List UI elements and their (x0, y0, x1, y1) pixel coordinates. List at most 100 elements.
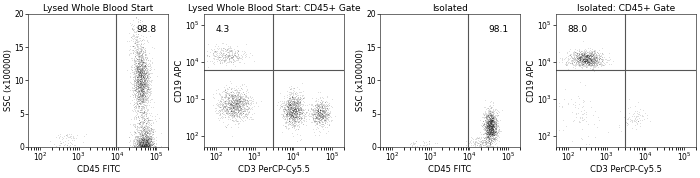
Point (477, 123, 489, 126)
Point (291, 106, 302, 109)
Point (239, 103, 250, 106)
Point (237, 106, 248, 108)
Point (140, 81, 151, 84)
Point (588, 59, 599, 61)
Point (131, 46, 142, 49)
Point (292, 117, 303, 120)
Point (130, 58, 141, 61)
Point (221, 87, 232, 90)
Point (279, 102, 290, 105)
Point (483, 133, 494, 136)
Point (132, 66, 144, 69)
Point (136, 73, 147, 76)
Point (132, 140, 143, 143)
Point (237, 101, 248, 104)
Point (139, 65, 150, 67)
Point (587, 64, 598, 67)
Point (134, 141, 145, 143)
Point (317, 96, 328, 99)
Point (480, 119, 491, 122)
Point (139, 135, 150, 137)
Point (588, 60, 599, 62)
Point (129, 131, 140, 134)
Point (470, 140, 482, 143)
Point (141, 138, 153, 141)
Point (139, 133, 150, 135)
Point (596, 58, 607, 61)
Point (285, 104, 296, 107)
Point (80, 132, 91, 135)
Point (290, 103, 302, 106)
Point (583, 59, 594, 62)
Point (136, 105, 147, 108)
Point (127, 44, 139, 47)
Point (222, 47, 233, 50)
Point (289, 100, 300, 102)
Point (483, 140, 494, 143)
Point (244, 115, 256, 118)
Point (226, 104, 237, 107)
Point (483, 133, 494, 136)
Point (134, 63, 145, 66)
Point (581, 56, 592, 58)
Point (136, 100, 147, 102)
Point (486, 137, 497, 140)
Point (133, 54, 144, 57)
Point (417, 143, 428, 146)
Point (234, 98, 245, 101)
Point (481, 129, 492, 132)
Point (139, 144, 150, 146)
Point (141, 132, 153, 135)
Point (481, 144, 492, 147)
Point (583, 54, 594, 57)
Point (484, 129, 495, 132)
Point (290, 109, 301, 112)
Point (141, 142, 152, 145)
Point (220, 95, 232, 98)
Point (144, 145, 155, 148)
Point (286, 113, 297, 116)
Point (484, 132, 496, 134)
Point (63, 138, 74, 141)
Point (281, 111, 293, 114)
Point (486, 128, 497, 130)
Point (136, 95, 147, 98)
Point (136, 86, 147, 89)
Point (311, 114, 322, 117)
Point (139, 129, 150, 132)
Point (228, 100, 239, 103)
Point (294, 107, 305, 110)
Point (314, 100, 326, 103)
Point (138, 88, 149, 91)
Point (486, 133, 498, 136)
Point (493, 111, 504, 114)
Point (289, 108, 300, 111)
Point (314, 118, 325, 121)
Point (136, 125, 147, 128)
Point (488, 134, 499, 137)
Point (240, 114, 251, 117)
Point (225, 109, 237, 112)
Point (484, 130, 496, 133)
Point (228, 102, 239, 104)
Point (284, 113, 295, 116)
Point (65, 134, 76, 137)
Point (290, 112, 302, 115)
Point (219, 55, 230, 58)
Point (129, 57, 140, 60)
Point (223, 56, 234, 58)
Point (230, 65, 241, 67)
Point (221, 108, 232, 111)
Point (582, 64, 594, 66)
Point (594, 48, 605, 51)
Point (227, 94, 238, 96)
Point (487, 116, 498, 119)
Point (233, 92, 244, 95)
Point (234, 106, 246, 109)
Point (582, 61, 594, 64)
Point (138, 126, 149, 129)
Point (316, 117, 327, 120)
Point (281, 113, 293, 116)
Point (308, 109, 319, 112)
Point (405, 143, 416, 146)
